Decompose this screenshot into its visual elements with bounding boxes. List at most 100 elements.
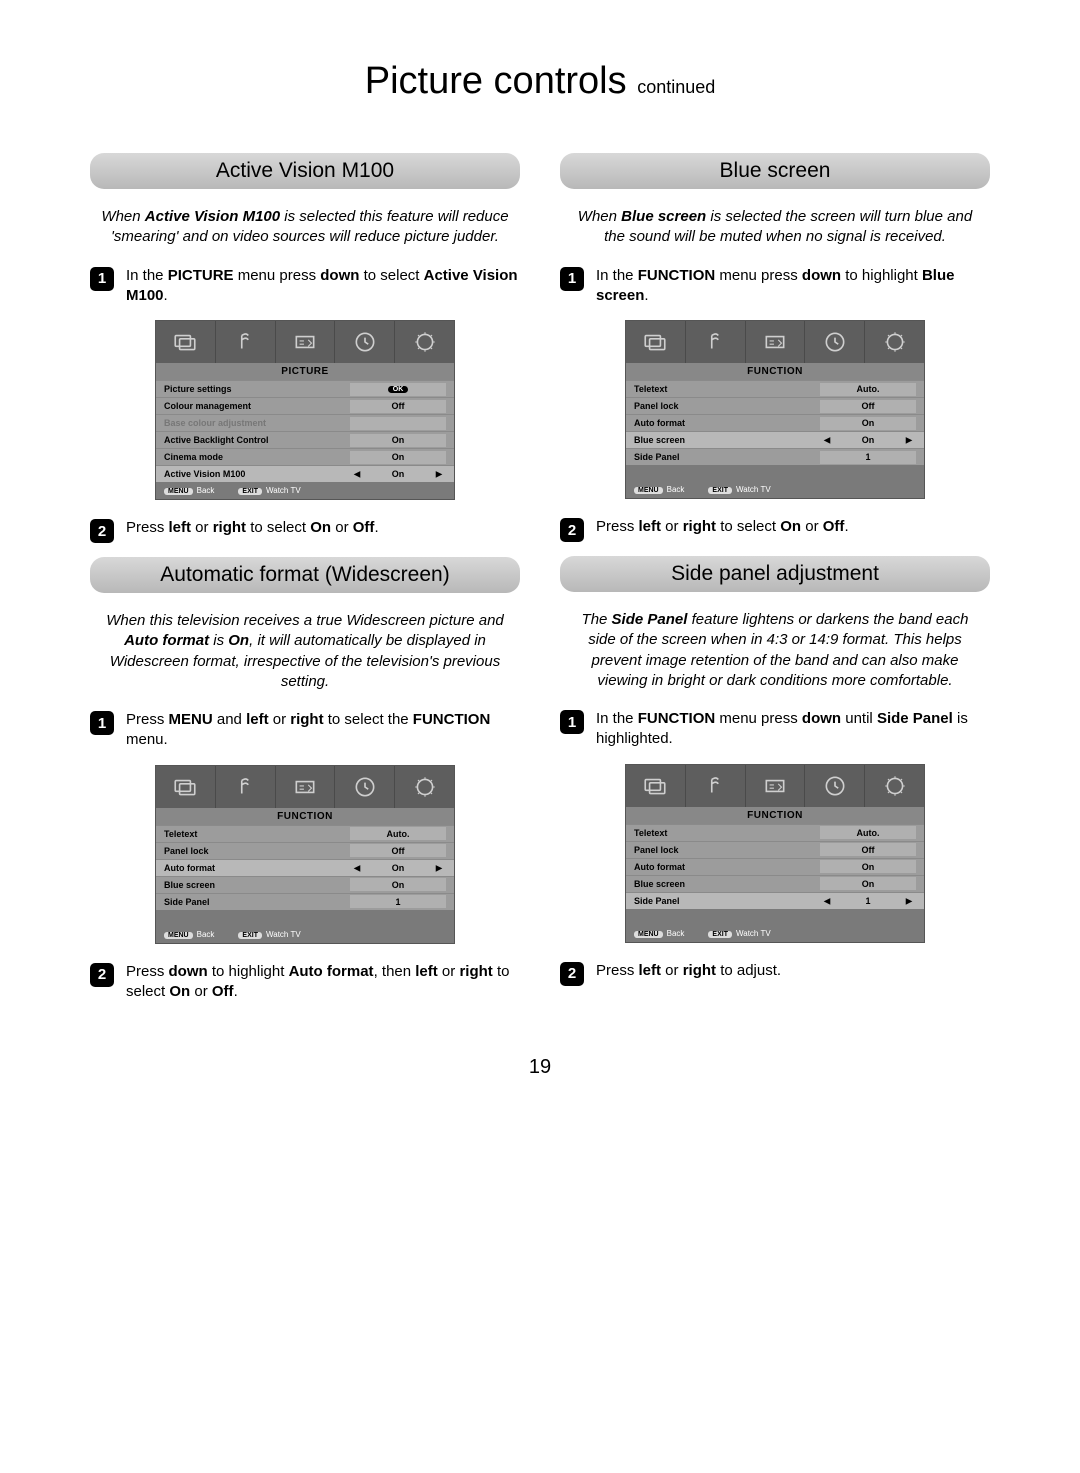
osd-tab-icon (216, 766, 276, 808)
arrow-left-icon: ◀ (824, 896, 830, 905)
step-bs-1: 1 In the FUNCTION menu press down to hig… (560, 266, 990, 307)
step-number-icon: 1 (560, 710, 584, 734)
step-text: Press down to highlight Auto format, the… (126, 962, 520, 1003)
osd-row: TeletextAuto. (626, 380, 924, 397)
osd-row-label: Active Backlight Control (164, 435, 350, 445)
page-number: 19 (90, 1056, 990, 1079)
osd-footer: MENUBackEXITWatch TV (626, 925, 924, 942)
osd-row-value: ◀On▶ (820, 435, 916, 445)
intro-auto-format: When this television receives a true Wid… (90, 611, 520, 692)
osd-footer-item: MENUBack (634, 485, 684, 494)
osd-tab-icon (746, 765, 806, 807)
osd-tab-icon (156, 321, 216, 363)
section-header-blue-screen: Blue screen (560, 153, 990, 189)
osd-row-label: Blue screen (164, 880, 350, 890)
osd-footer-item: EXITWatch TV (238, 486, 300, 495)
exit-badge: EXIT (238, 932, 262, 939)
osd-function-auto: FUNCTIONTeletextAuto.Panel lockOffAuto f… (155, 765, 455, 944)
exit-badge: EXIT (238, 488, 262, 495)
osd-row-value: ◀On▶ (350, 469, 446, 479)
osd-row-value: Off (820, 400, 916, 413)
osd-row-label: Active Vision M100 (164, 469, 350, 479)
step-text: Press MENU and left or right to select t… (126, 710, 520, 751)
step-text: In the PICTURE menu press down to select… (126, 266, 520, 307)
osd-row-label: Side Panel (634, 896, 820, 906)
osd-footer: MENUBackEXITWatch TV (156, 482, 454, 499)
osd-icon-row (156, 766, 454, 808)
osd-row-value: Off (820, 843, 916, 856)
osd-footer-item: EXITWatch TV (238, 930, 300, 939)
arrow-right-icon: ▶ (436, 470, 442, 479)
osd-row-label: Picture settings (164, 384, 350, 394)
osd-row-value: Off (350, 400, 446, 413)
step-af-1: 1 Press MENU and left or right to select… (90, 710, 520, 751)
title-main: Picture controls (365, 60, 627, 102)
menu-badge: MENU (164, 932, 193, 939)
osd-tab-icon (216, 321, 276, 363)
osd-tab-icon (276, 766, 336, 808)
osd-row-label: Base colour adjustment (164, 418, 350, 428)
arrow-left-icon: ◀ (354, 470, 360, 479)
osd-tab-icon (805, 765, 865, 807)
intro-blue-screen: When Blue screen is selected the screen … (560, 207, 990, 248)
osd-row-label: Side Panel (164, 897, 350, 907)
osd-row: Colour managementOff (156, 397, 454, 414)
osd-row-label: Cinema mode (164, 452, 350, 462)
osd-row-label: Blue screen (634, 879, 820, 889)
osd-row: Panel lockOff (626, 397, 924, 414)
step-sp-2: 2 Press left or right to adjust. (560, 961, 990, 986)
osd-row-label: Teletext (634, 828, 820, 838)
osd-footer: MENUBackEXITWatch TV (156, 926, 454, 943)
osd-row: Blue screenOn (156, 876, 454, 893)
osd-icon-row (626, 321, 924, 363)
section-header-active-vision: Active Vision M100 (90, 153, 520, 189)
step-number-icon: 1 (90, 267, 114, 291)
step-bs-2: 2 Press left or right to select On or Of… (560, 517, 990, 542)
osd-row-value (350, 417, 446, 430)
osd-row-value: On (820, 417, 916, 430)
osd-title: FUNCTION (626, 363, 924, 380)
osd-row: Side Panel◀1▶ (626, 892, 924, 909)
osd-row: Auto formatOn (626, 414, 924, 431)
osd-row-value: On (820, 877, 916, 890)
step-number-icon: 2 (90, 519, 114, 543)
arrow-right-icon: ▶ (906, 436, 912, 445)
osd-row: TeletextAuto. (156, 825, 454, 842)
osd-row-label: Blue screen (634, 435, 820, 445)
osd-footer-item: MENUBack (634, 929, 684, 938)
step-text: Press left or right to select On or Off. (596, 517, 849, 537)
osd-row: Base colour adjustment (156, 414, 454, 431)
exit-badge: EXIT (708, 931, 732, 938)
step-text: Press left or right to adjust. (596, 961, 781, 981)
osd-row: Side Panel1 (626, 448, 924, 465)
osd-row: Active Vision M100◀On▶ (156, 465, 454, 482)
intro-side-panel: The Side Panel feature lightens or darke… (560, 610, 990, 691)
osd-tab-icon (686, 321, 746, 363)
step-av-2: 2 Press left or right to select On or Of… (90, 518, 520, 543)
osd-row-value: On (350, 451, 446, 464)
osd-row-value: 1 (350, 895, 446, 908)
section-header-side-panel: Side panel adjustment (560, 556, 990, 592)
osd-row: Auto format◀On▶ (156, 859, 454, 876)
osd-row: Blue screen◀On▶ (626, 431, 924, 448)
osd-row: Cinema modeOn (156, 448, 454, 465)
osd-row: Panel lockOff (626, 841, 924, 858)
menu-badge: MENU (634, 487, 663, 494)
osd-row: Picture settingsOK (156, 380, 454, 397)
osd-row-value: On (350, 878, 446, 891)
osd-tab-icon (335, 766, 395, 808)
osd-row: TeletextAuto. (626, 824, 924, 841)
exit-badge: EXIT (708, 487, 732, 494)
osd-row-value: On (820, 860, 916, 873)
step-text: In the FUNCTION menu press down until Si… (596, 709, 990, 750)
osd-row-label: Panel lock (634, 401, 820, 411)
step-sp-1: 1 In the FUNCTION menu press down until … (560, 709, 990, 750)
osd-spacer (626, 465, 924, 481)
osd-tab-icon (805, 321, 865, 363)
arrow-left-icon: ◀ (824, 436, 830, 445)
intro-active-vision: When Active Vision M100 is selected this… (90, 207, 520, 248)
osd-row-label: Teletext (164, 829, 350, 839)
step-number-icon: 1 (560, 267, 584, 291)
osd-spacer (626, 909, 924, 925)
arrow-right-icon: ▶ (436, 863, 442, 872)
